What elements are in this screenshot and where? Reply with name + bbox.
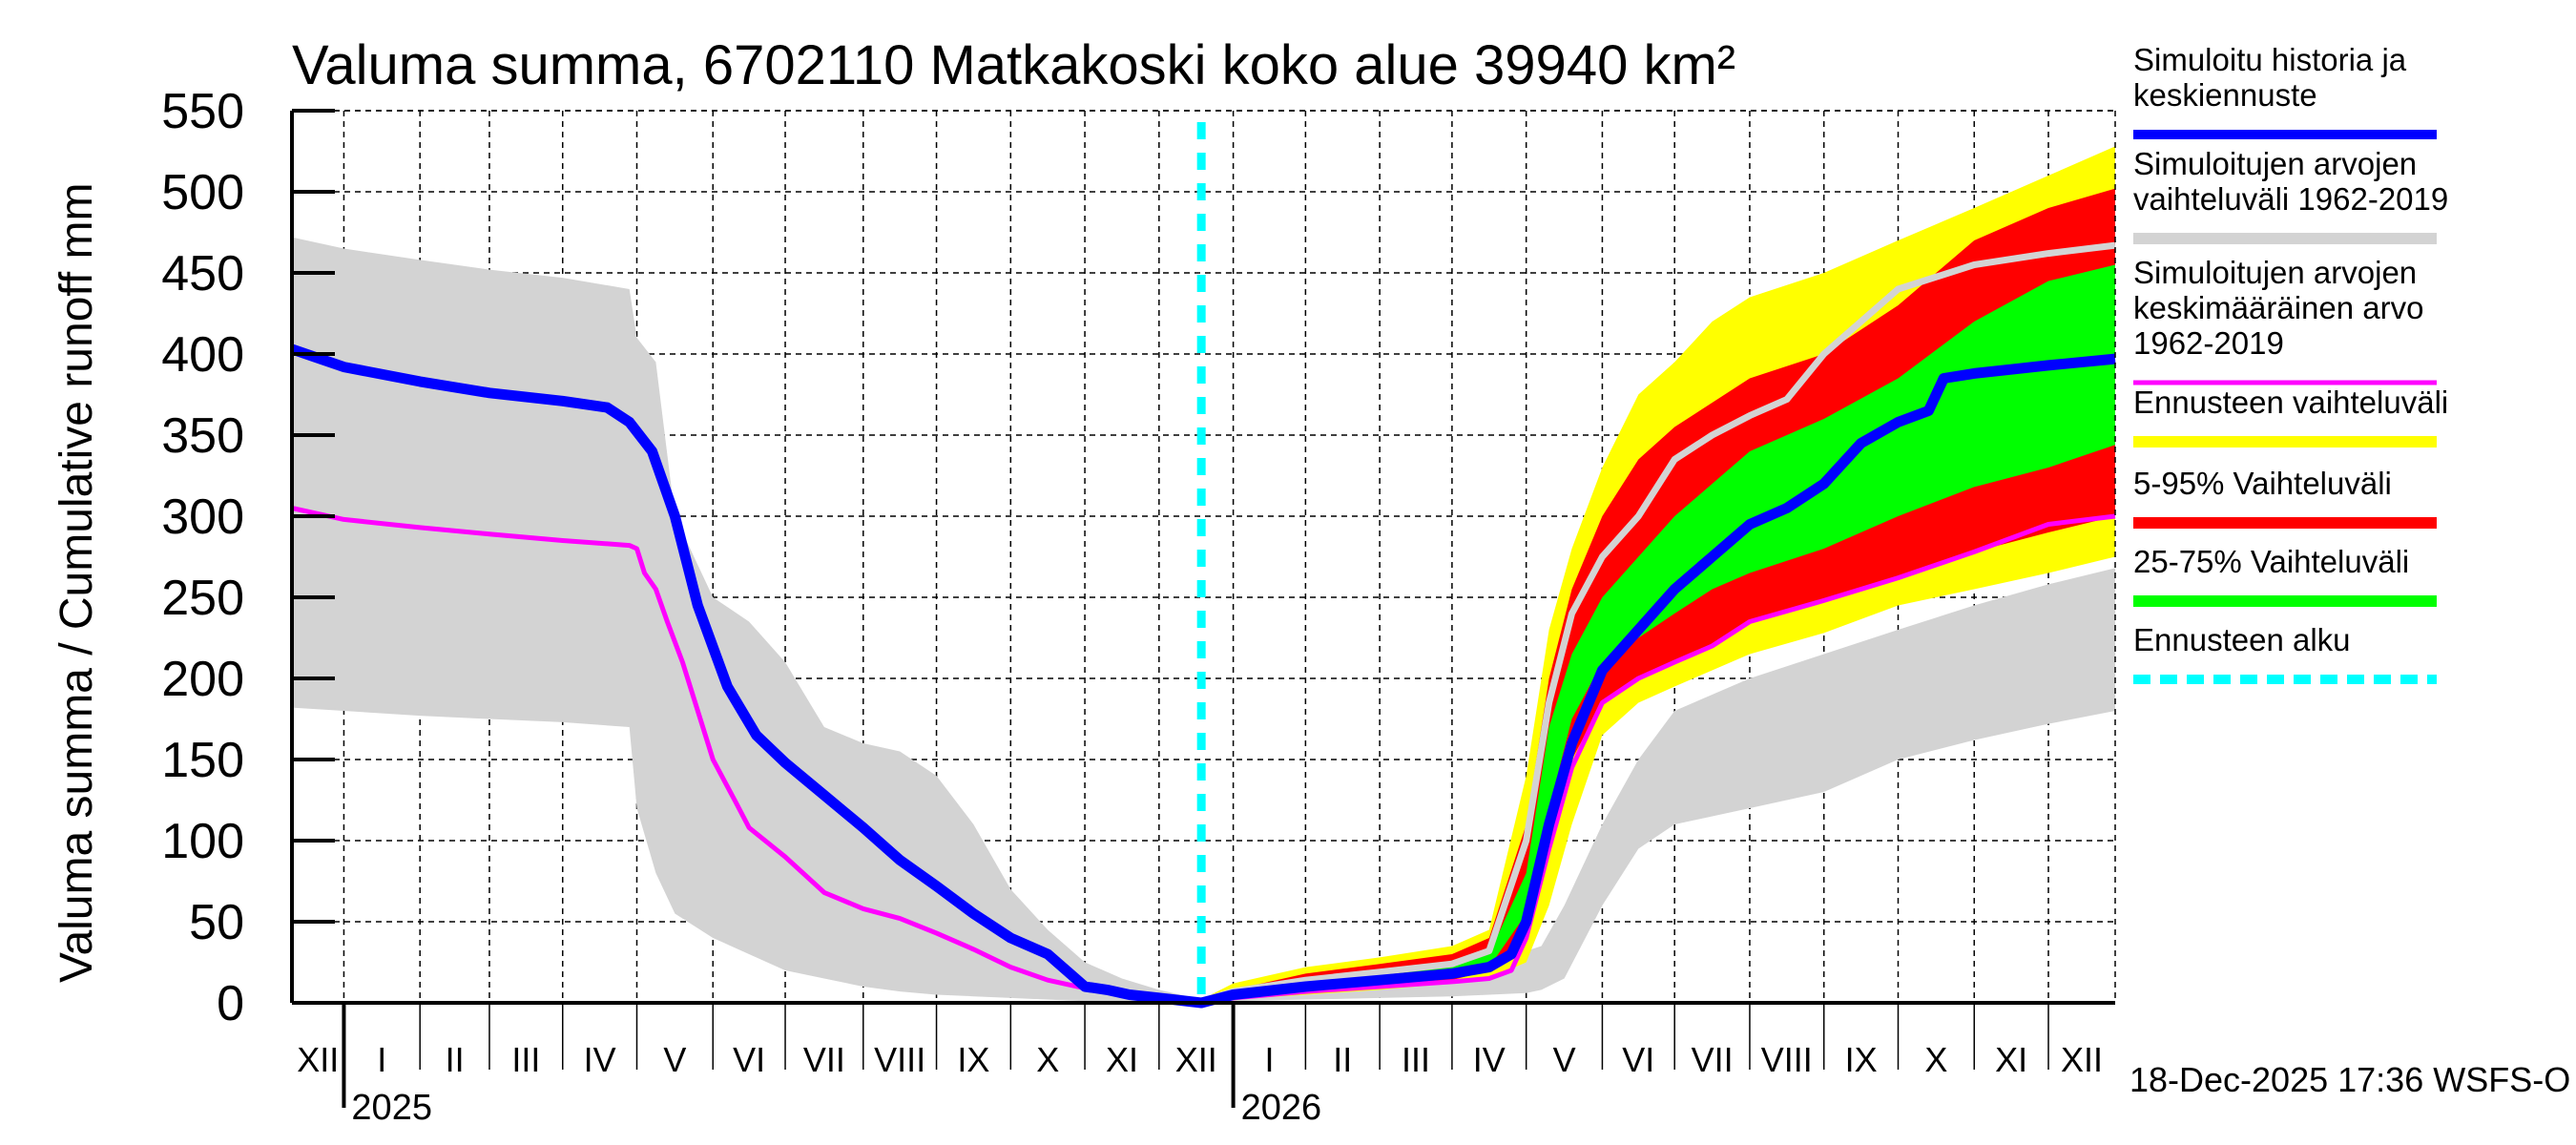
y-tick-label: 550 xyxy=(161,84,244,139)
month-label: VIII xyxy=(874,1040,925,1079)
legend-label: 5-95% Vaihteluväli xyxy=(2133,466,2392,501)
month-label: X xyxy=(1036,1040,1059,1079)
month-label: XI xyxy=(1995,1040,2027,1079)
month-label: VIII xyxy=(1761,1040,1813,1079)
year-label: 2026 xyxy=(1241,1088,1322,1128)
y-tick-label: 350 xyxy=(161,408,244,464)
legend-label: Simuloitu historia ja xyxy=(2133,42,2407,77)
month-label: II xyxy=(446,1040,465,1079)
series-line-0000ff xyxy=(290,344,2116,1009)
month-label: VI xyxy=(1622,1040,1654,1079)
legend-label: Simuloitujen arvojen xyxy=(2133,255,2417,290)
band-d3d3d3 xyxy=(292,237,2115,1004)
legend-item: Ennusteen vaihteluväli xyxy=(2133,385,2448,448)
month-label: V xyxy=(1553,1040,1576,1079)
month-label: II xyxy=(1333,1040,1352,1079)
month-label: IX xyxy=(957,1040,989,1079)
month-label: V xyxy=(663,1040,686,1079)
y-tick-label: 250 xyxy=(161,571,244,626)
series-line-d3d3d3 xyxy=(1200,241,2116,1005)
legend-label: 25-75% Vaihteluväli xyxy=(2133,544,2409,579)
legend-item: 25-75% Vaihteluväli xyxy=(2133,544,2437,607)
legend-label: Ennusteen alku xyxy=(2133,622,2351,657)
month-label: XII xyxy=(297,1040,339,1079)
month-label: III xyxy=(511,1040,540,1079)
y-tick-label: 0 xyxy=(217,976,244,1031)
month-label: XII xyxy=(2061,1040,2103,1079)
month-label: IV xyxy=(584,1040,616,1079)
legend-label: 1962-2019 xyxy=(2133,325,2284,361)
y-tick-label: 300 xyxy=(161,489,244,545)
legend-label: Simuloitujen arvojen xyxy=(2133,146,2417,181)
y-tick-label: 200 xyxy=(161,652,244,707)
legend-label: vaihteluväli 1962-2019 xyxy=(2133,181,2448,217)
month-label: X xyxy=(1924,1040,1947,1079)
year-label: 2025 xyxy=(351,1088,432,1128)
timestamp: 18-Dec-2025 17:36 WSFS-O xyxy=(2129,1060,2570,1099)
month-label: VII xyxy=(803,1040,845,1079)
month-label: VII xyxy=(1692,1040,1734,1079)
legend-label: keskiennuste xyxy=(2133,77,2317,113)
y-tick-label: 100 xyxy=(161,814,244,869)
y-tick-label: 400 xyxy=(161,327,244,383)
y-axis-label: Valuma summa / Cumulative runoff mm xyxy=(52,183,102,984)
series-lines xyxy=(290,241,2116,1009)
y-tick-label: 50 xyxy=(189,895,244,950)
month-label: I xyxy=(1264,1040,1274,1079)
y-tick-label: 450 xyxy=(161,246,244,302)
month-label: III xyxy=(1402,1040,1430,1079)
month-label: IV xyxy=(1473,1040,1506,1079)
month-label: XII xyxy=(1175,1040,1217,1079)
legend: Simuloitu historia jakeskiennusteSimuloi… xyxy=(2133,42,2448,684)
y-tick-label: 150 xyxy=(161,733,244,788)
legend-item: 5-95% Vaihteluväli xyxy=(2133,466,2437,529)
chart-title: Valuma summa, 6702110 Matkakoski koko al… xyxy=(292,34,1735,96)
legend-label: Ennusteen vaihteluväli xyxy=(2133,385,2448,420)
legend-label: keskimääräinen arvo xyxy=(2133,290,2423,325)
month-label: IX xyxy=(1845,1040,1878,1079)
month-label: VI xyxy=(733,1040,765,1079)
y-tick-label: 500 xyxy=(161,165,244,220)
month-label: I xyxy=(377,1040,386,1079)
legend-item: Ennusteen alku xyxy=(2133,622,2437,684)
month-label: XI xyxy=(1106,1040,1138,1079)
band-00ff00 xyxy=(1201,264,2115,1003)
bands xyxy=(292,146,2115,1004)
